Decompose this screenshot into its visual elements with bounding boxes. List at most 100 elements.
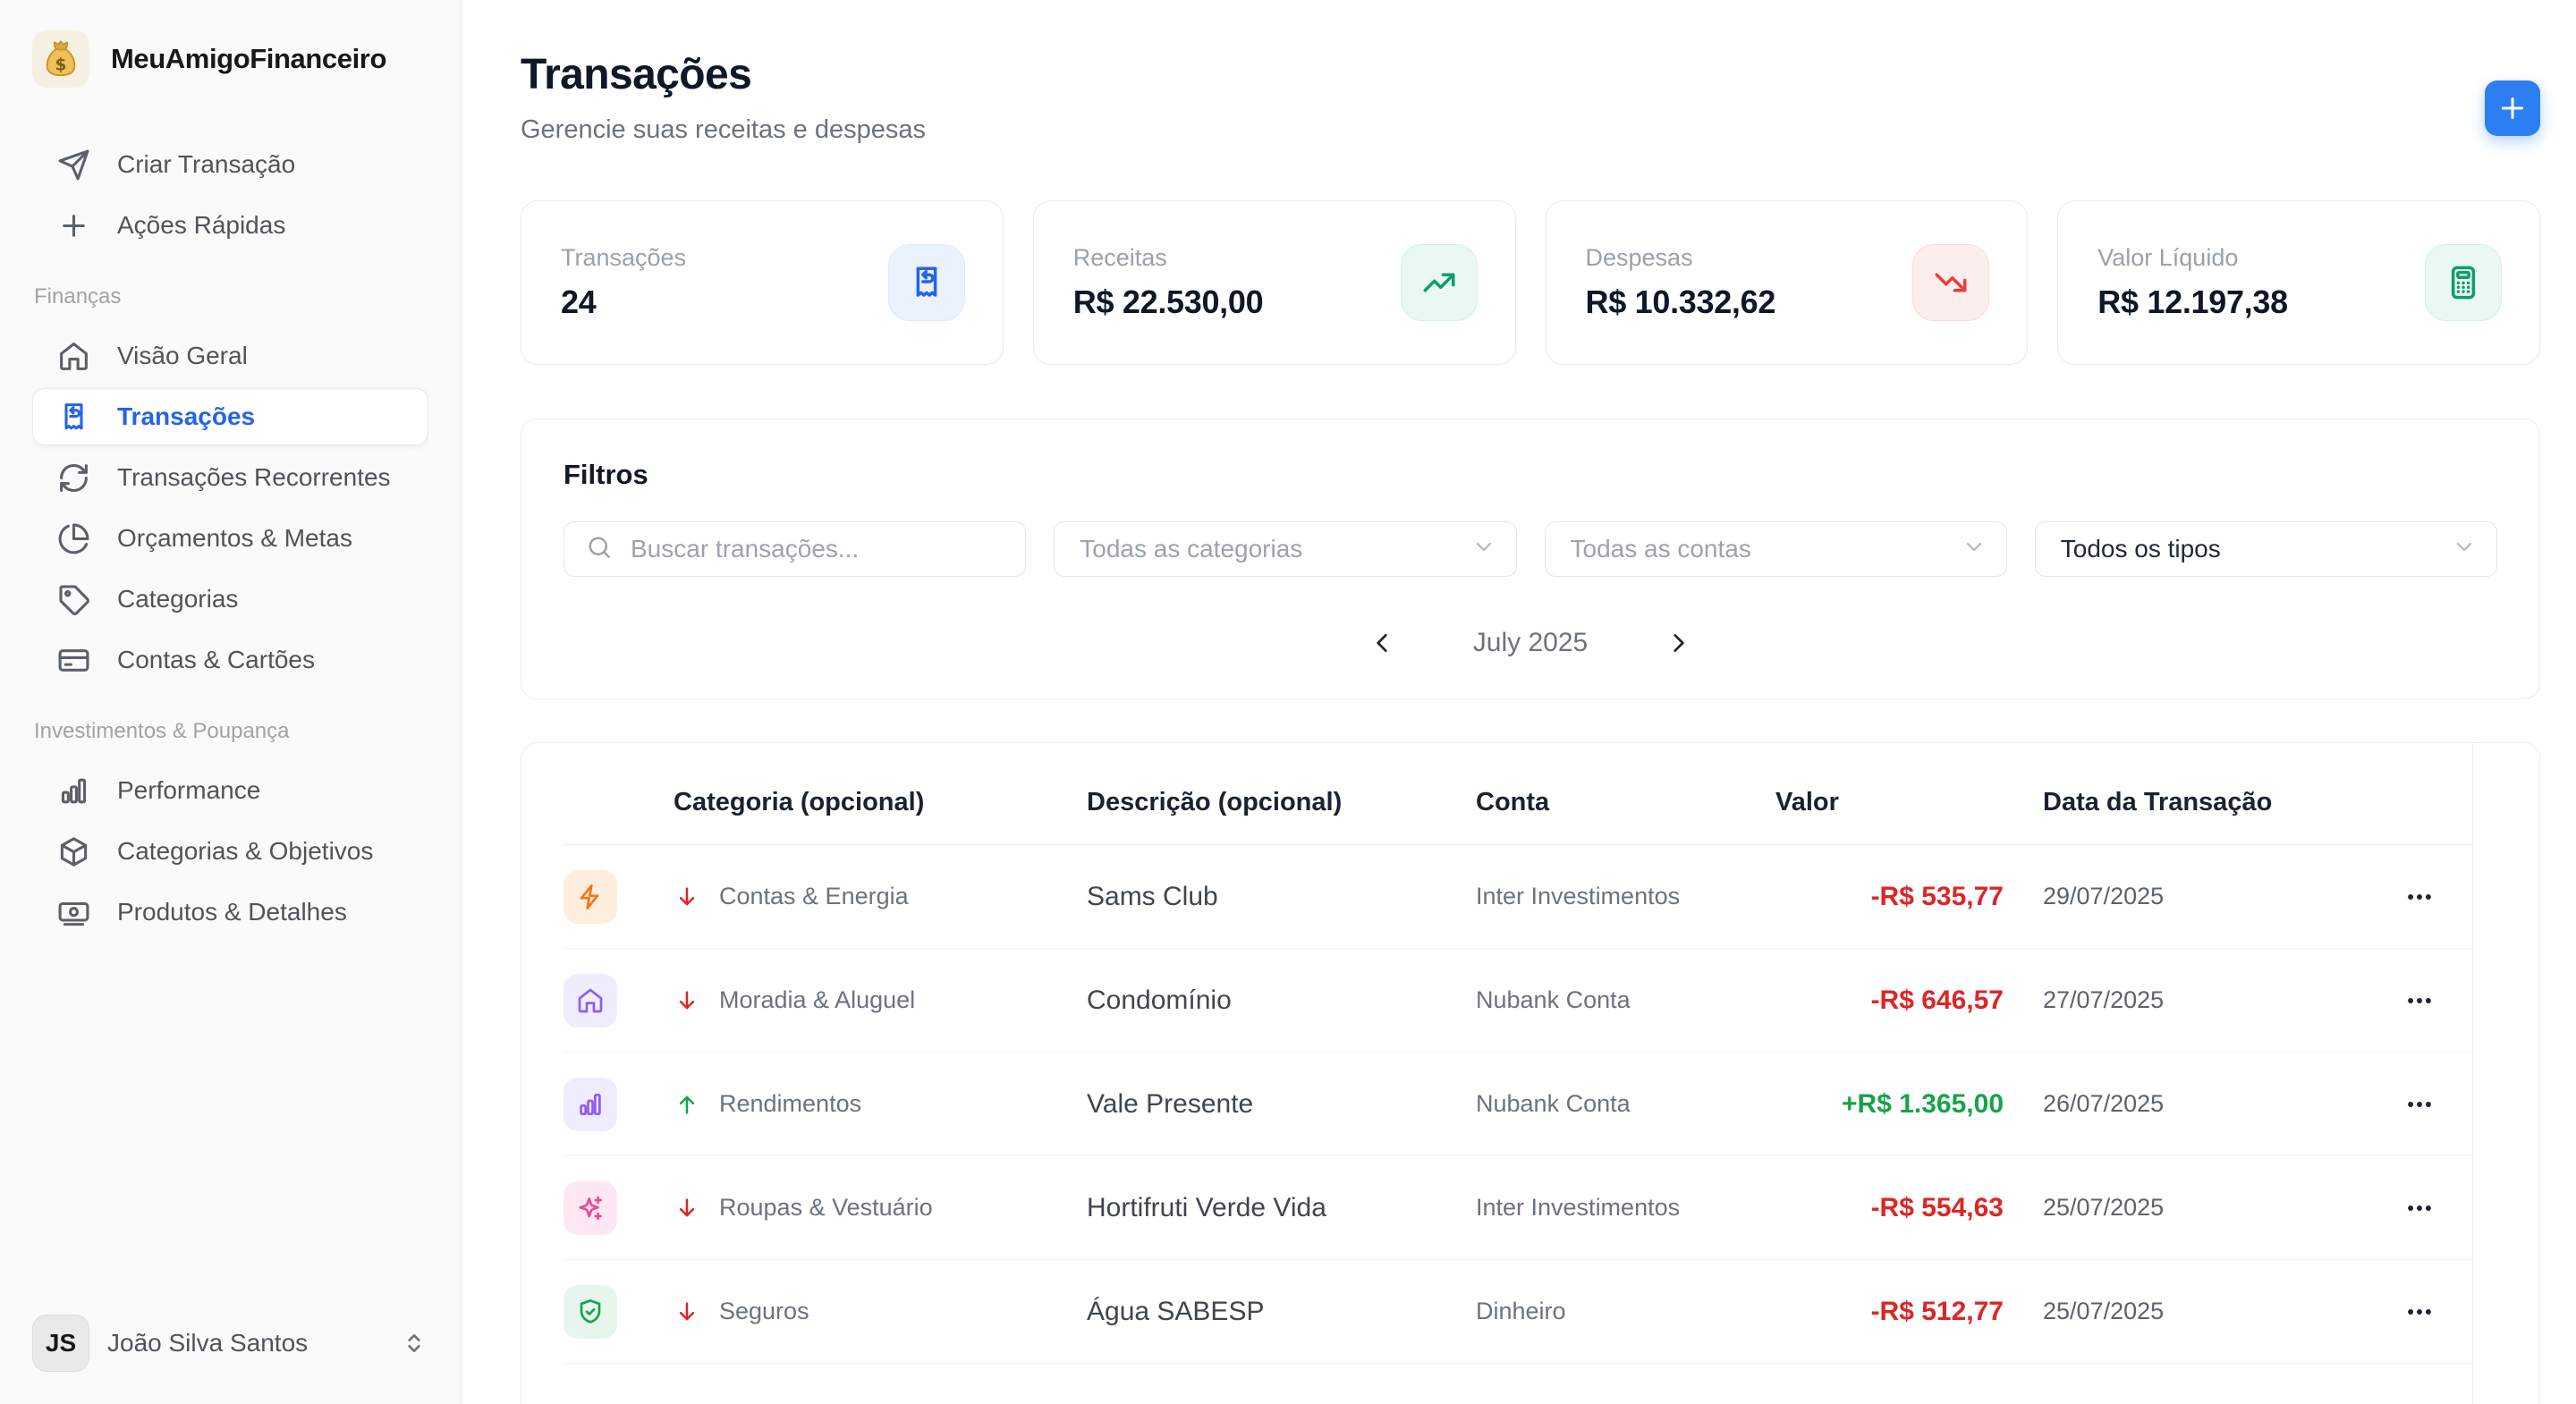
refresh-cw-icon [60, 463, 88, 492]
sidebar-item-produtos-detalhes[interactable]: Produtos & Detalhes [32, 884, 428, 941]
stats-cards: Transações 24 Receitas R$ 22.530,00 Despesas… [521, 200, 2540, 365]
sidebar-item-performance[interactable]: Performance [32, 762, 428, 819]
transactions-table-card: Categoria (opcional) Descrição (opcional)… [521, 742, 2540, 1404]
shield-check-icon [580, 1298, 601, 1324]
sidebar-item-transacoes[interactable]: Transações [32, 388, 428, 445]
sidebar-item-categorias-objetivos[interactable]: Categorias & Objetivos [32, 823, 428, 880]
amount-cell: +R$ 1.365,00 [1842, 1088, 2004, 1119]
chevron-down-icon [2456, 542, 2472, 551]
banknote-icon [58, 901, 89, 926]
search-input[interactable] [629, 534, 1004, 564]
sidebar-item-visao-geral[interactable]: Visão Geral [32, 327, 428, 385]
category-name: Roupas & Vestuário [719, 1194, 933, 1221]
transaction-row[interactable]: Contas & Energia Sams Club Inter Investime… [564, 845, 2472, 949]
plus-icon [2502, 97, 2523, 119]
account-filter-select[interactable]: Todas as contas [1544, 521, 2007, 577]
chevrons-up-down-icon[interactable] [400, 1329, 428, 1357]
table-header: Categoria (opcional) Descrição (opcional)… [564, 743, 2472, 845]
transaction-row[interactable]: Rendimentos Vale Presente Nubank Conta +R$ … [564, 1053, 2472, 1156]
category-icon-box [564, 1077, 617, 1131]
category-cell: Rendimentos [674, 1090, 1087, 1118]
page-subtitle: Gerencie suas receitas e despesas [521, 115, 926, 144]
cube-icon [60, 836, 88, 867]
row-actions-button[interactable] [2399, 1084, 2440, 1125]
description-cell: Condomínio [1087, 985, 1232, 1015]
sidebar-item-transacoes-recorrentes[interactable]: Transações Recorrentes [32, 449, 428, 506]
row-actions-button[interactable] [2399, 980, 2440, 1021]
row-actions-button[interactable] [2399, 1291, 2440, 1332]
type-filter-select[interactable]: Todos os tipos [2034, 521, 2497, 577]
category-icon-box [564, 1180, 617, 1235]
stat-card-despesas: Despesas R$ 10.332,62 [1545, 200, 2029, 365]
ellipsis-icon [2407, 1101, 2431, 1107]
nav-section-label: Investimentos & Poupança [34, 719, 290, 743]
avatar: JS [32, 1315, 89, 1372]
transactions-table: Categoria (opcional) Descrição (opcional)… [564, 743, 2473, 1404]
chevron-down-icon [1471, 534, 1496, 565]
chevron-down-icon [1962, 534, 1987, 565]
trending-down-icon [1935, 273, 1967, 292]
date-cell: 29/07/2025 [2043, 883, 2165, 909]
stat-icon-box [1400, 244, 1478, 321]
home-icon [578, 988, 603, 1012]
stat-value: 24 [561, 283, 597, 320]
calculator-icon [2451, 266, 2476, 300]
category-name: Contas & Energia [719, 883, 909, 909]
arrow-down-icon-wrap [674, 987, 700, 1014]
next-month-button[interactable] [1660, 625, 1696, 661]
transaction-row[interactable]: Seguros Água SABESP Dinheiro -R$ 512,77 25/0… [564, 1260, 2472, 1364]
amount-cell: -R$ 646,57 [1870, 985, 2004, 1015]
main-content: Transações Gerencie suas receitas e desp… [462, 0, 2576, 1404]
search-icon [589, 537, 610, 558]
search-icon [586, 534, 613, 565]
ellipsis-icon [2407, 1308, 2431, 1315]
chevron-down-icon [1966, 542, 1981, 551]
category-cell: Roupas & Vestuário [674, 1194, 1087, 1222]
arrow-down-icon [679, 1197, 695, 1216]
money-bag-icon: $ [32, 30, 89, 88]
plus-icon [63, 214, 85, 237]
add-transaction-button[interactable] [2485, 80, 2540, 136]
sidebar-item-contas-cartoes[interactable]: Contas & Cartões [32, 631, 428, 689]
sidebar-item-categorias[interactable]: Categorias [32, 571, 428, 628]
category-name: Rendimentos [719, 1090, 862, 1117]
receipt-icon [916, 266, 937, 297]
bar-chart-icon [61, 778, 87, 803]
stat-value: R$ 12.197,38 [2097, 283, 2288, 320]
search-input-wrapper [564, 521, 1027, 577]
sidebar-item-orcamentos-metas[interactable]: Orçamentos & Metas [32, 510, 428, 567]
sidebar-nav: Criar Transação Ações Rápidas Finanças Visã… [32, 136, 428, 1315]
page-header: Transações Gerencie suas receitas e desp… [521, 50, 2540, 145]
description-cell: Hortifruti Verde Vida [1087, 1192, 1326, 1222]
transaction-row[interactable]: Roupas & Vestuário Hortifruti Verde Vida I… [564, 1156, 2472, 1260]
chevron-left-icon [1377, 634, 1387, 652]
sidebar-item-criar-transacao[interactable]: Criar Transação [32, 136, 428, 193]
month-navigation: July 2025 [564, 625, 2497, 661]
stat-label: Despesas [1585, 244, 1693, 271]
filters-card: Filtros Todas as categorias Todas as con… [521, 419, 2540, 699]
user-menu[interactable]: JS João Silva Santos [32, 1315, 428, 1372]
category-cell: Moradia & Aluguel [674, 986, 1087, 1014]
category-name: Moradia & Aluguel [719, 986, 916, 1013]
send-icon [58, 149, 89, 180]
description-cell: Sams Club [1087, 881, 1218, 911]
zap-icon [580, 884, 599, 909]
transaction-row[interactable]: Moradia & Aluguel Condomínio Nubank Conta -… [564, 949, 2472, 1053]
trending-up-icon [1423, 273, 1454, 292]
nav-section-label: Finanças [34, 284, 122, 309]
row-actions-button[interactable] [2399, 1188, 2440, 1229]
pie-chart-icon [58, 523, 89, 554]
row-actions-button[interactable] [2399, 876, 2440, 918]
filters-title: Filtros [564, 459, 648, 490]
prev-month-button[interactable] [1365, 625, 1401, 661]
tag-icon [59, 584, 89, 615]
category-filter-select[interactable]: Todas as categorias [1054, 521, 1517, 577]
sidebar-item-label: Contas & Cartões [117, 646, 315, 673]
sidebar-item-acoes-rapidas[interactable]: Ações Rápidas [32, 197, 428, 254]
ellipsis-icon [2407, 997, 2431, 1003]
stat-card-receitas: Receitas R$ 22.530,00 [1032, 200, 1516, 365]
stat-value: R$ 10.332,62 [1585, 283, 1776, 320]
column-header-descricao: Descrição (opcional) [1087, 788, 1343, 816]
stat-icon-box [1912, 244, 1990, 321]
page-title: Transações [521, 51, 752, 98]
